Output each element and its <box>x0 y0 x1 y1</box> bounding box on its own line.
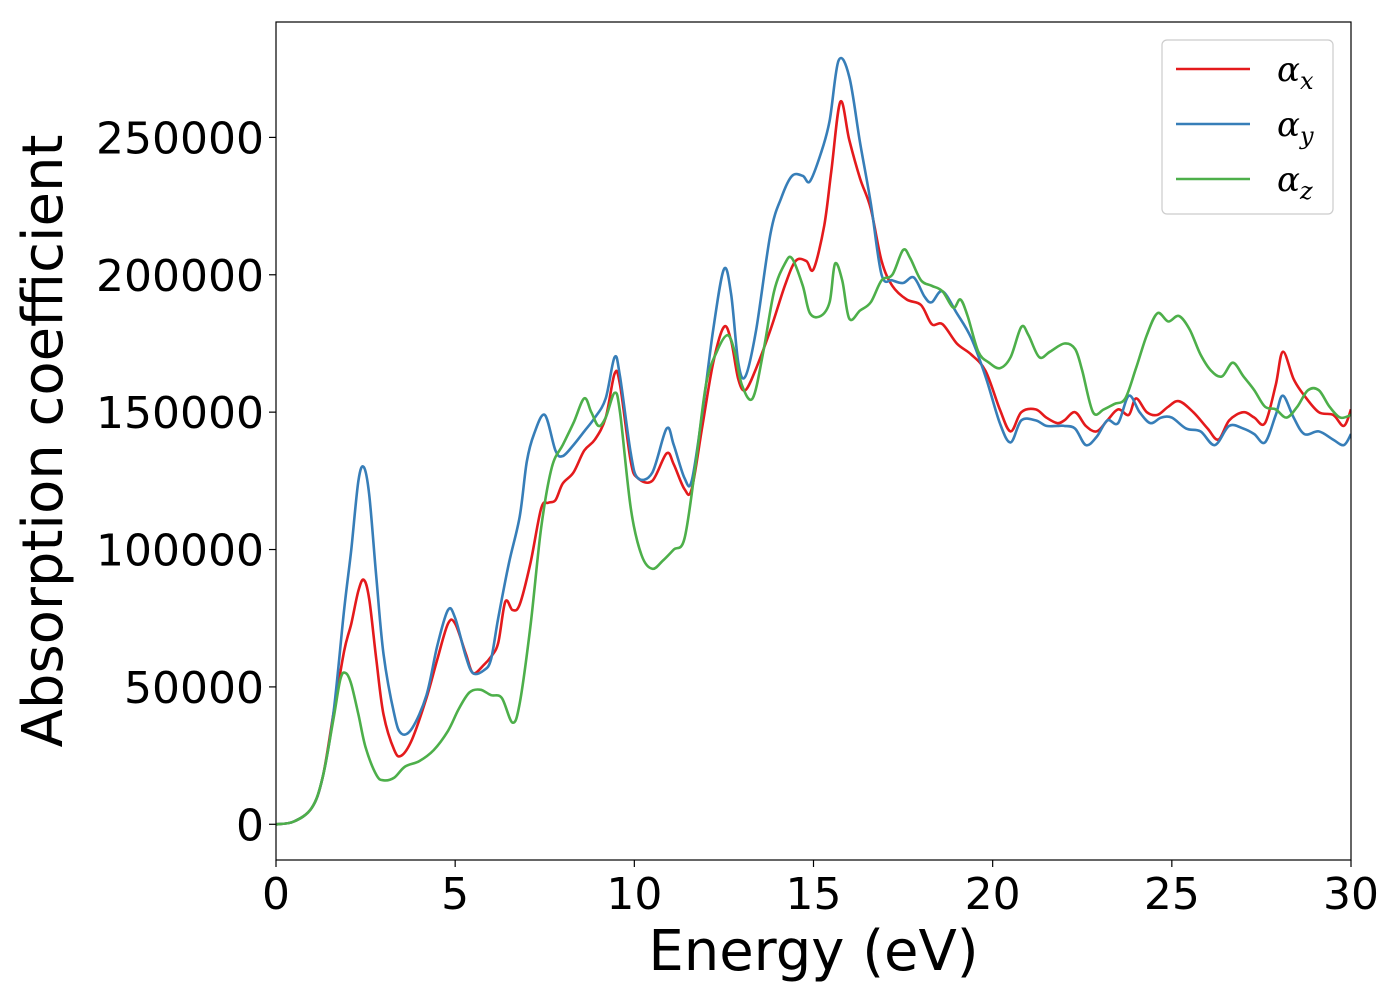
y-tick-label: 150000 <box>96 388 264 439</box>
y-axis-ticks: 0 50000 100000 150000 200000 250000 <box>96 113 276 851</box>
y-tick-label: 250000 <box>96 113 264 164</box>
y-tick-label: 200000 <box>96 251 264 302</box>
legend: αx αy αz <box>1161 39 1334 215</box>
series-line-z <box>276 248 1351 826</box>
x-axis-ticks: 0 5 10 15 20 25 30 <box>262 860 1379 920</box>
x-axis-label: Energy (eV) <box>648 919 978 984</box>
legend-label-x: αx <box>1277 50 1314 95</box>
x-tick-label: 10 <box>606 869 662 920</box>
series-line-x <box>276 100 1351 826</box>
series-layer <box>276 56 1351 826</box>
x-tick-label: 25 <box>1144 869 1200 920</box>
y-tick-label: 100000 <box>96 526 264 577</box>
x-tick-label: 30 <box>1323 869 1379 920</box>
y-axis-label: Absorption coefficient <box>11 135 76 748</box>
x-tick-label: 15 <box>786 869 842 920</box>
x-tick-label: 5 <box>441 869 469 920</box>
x-tick-label: 20 <box>965 869 1021 920</box>
legend-box <box>1161 39 1334 215</box>
series-line-y <box>276 56 1351 826</box>
y-tick-label: 0 <box>236 800 264 851</box>
x-tick-label: 0 <box>262 869 290 920</box>
y-tick-label: 50000 <box>124 663 264 714</box>
legend-label-z: αz <box>1277 160 1313 205</box>
legend-label-y: αy <box>1277 105 1314 150</box>
